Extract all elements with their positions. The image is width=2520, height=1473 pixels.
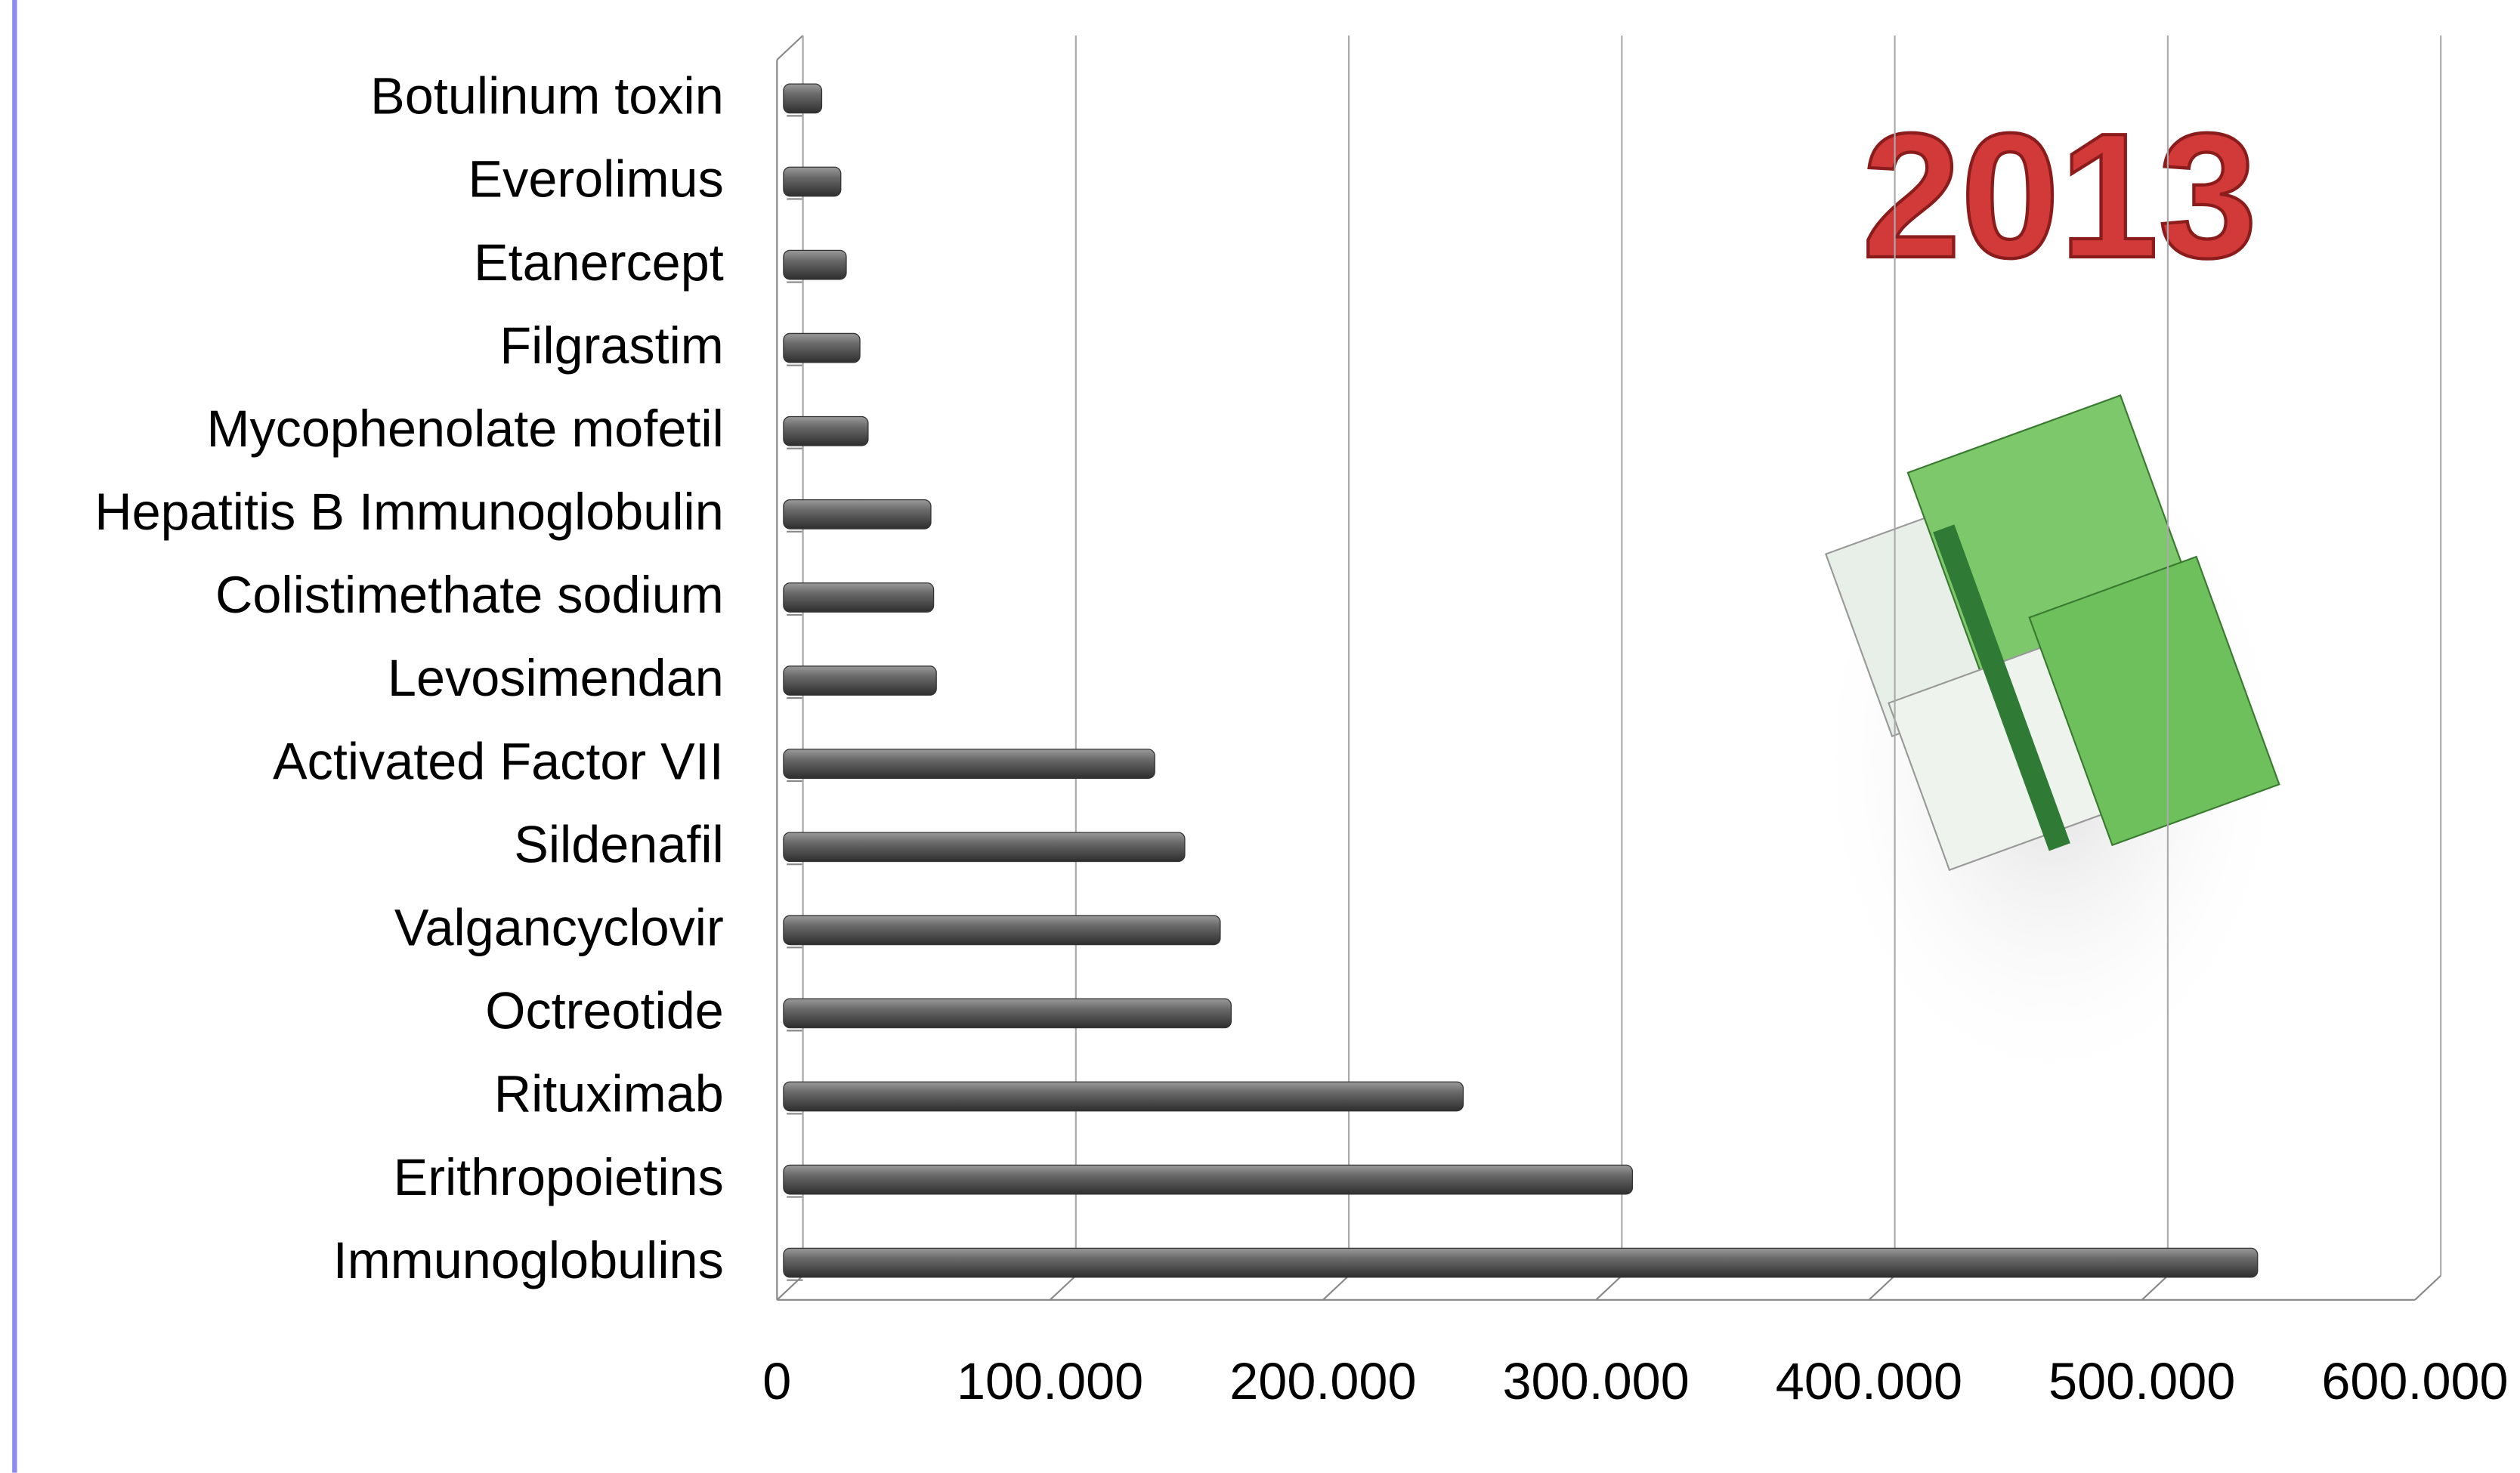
bar — [783, 749, 1155, 780]
x-tick — [1322, 1274, 1350, 1301]
x-tick — [2141, 1274, 2169, 1301]
y-tick-label: Erithropoietins — [394, 1149, 724, 1206]
y-tick-label: Octreotide — [485, 983, 724, 1040]
bar — [783, 249, 847, 280]
bar — [783, 915, 1221, 946]
x-tick — [2414, 1274, 2441, 1301]
y-tick-label: Colistimethate sodium — [215, 567, 724, 624]
x-tick — [1595, 1274, 1623, 1301]
y-tick-label: Sildenafil — [514, 816, 724, 873]
bar — [783, 166, 842, 197]
x-tick — [776, 1274, 804, 1301]
y-tick-label: Levosimendan — [388, 650, 724, 707]
y-tick-label: Rituximab — [494, 1066, 724, 1123]
x-tick-label: 500.000 — [2048, 1353, 2235, 1410]
x-tick — [1049, 1274, 1077, 1301]
bar — [783, 415, 869, 446]
bar — [783, 83, 823, 114]
y-tick-label: Mycophenolate mofetil — [207, 400, 724, 458]
x-tick-label: 200.000 — [1229, 1353, 1416, 1410]
bar — [783, 1164, 1634, 1195]
x-tick-label: 400.000 — [1776, 1353, 1962, 1410]
x-tick-label: 100.000 — [957, 1353, 1143, 1410]
x-tick-label: 300.000 — [1503, 1353, 1690, 1410]
year-annotation: 2013 — [1862, 96, 2257, 295]
y-tick-label: Immunoglobulins — [333, 1232, 724, 1289]
x-tick-label: 600.000 — [2321, 1353, 2508, 1410]
x-tick — [1868, 1274, 1896, 1301]
y-tick-label: Everolimus — [468, 151, 724, 208]
x-tick-label: 0 — [762, 1353, 791, 1410]
y-tick-label: Filgrastim — [499, 317, 723, 375]
bar — [783, 1247, 2259, 1278]
y-tick-label: Hepatitis B Immunoglobulin — [94, 483, 724, 541]
bar — [783, 499, 932, 530]
bar — [783, 582, 935, 613]
bar — [783, 1081, 1464, 1112]
axis-line — [776, 35, 804, 60]
y-tick-label: Valgancyclovir — [394, 900, 724, 957]
bar — [783, 832, 1186, 863]
decoration: 2013 — [1809, 94, 2294, 1098]
bar — [783, 665, 937, 696]
bar — [783, 332, 861, 363]
y-tick-label: Etanercept — [474, 234, 724, 292]
y-tick-label: Botulinum toxin — [370, 68, 724, 125]
y-tick-label: Activated Factor VII — [273, 733, 724, 790]
bar — [783, 998, 1232, 1029]
